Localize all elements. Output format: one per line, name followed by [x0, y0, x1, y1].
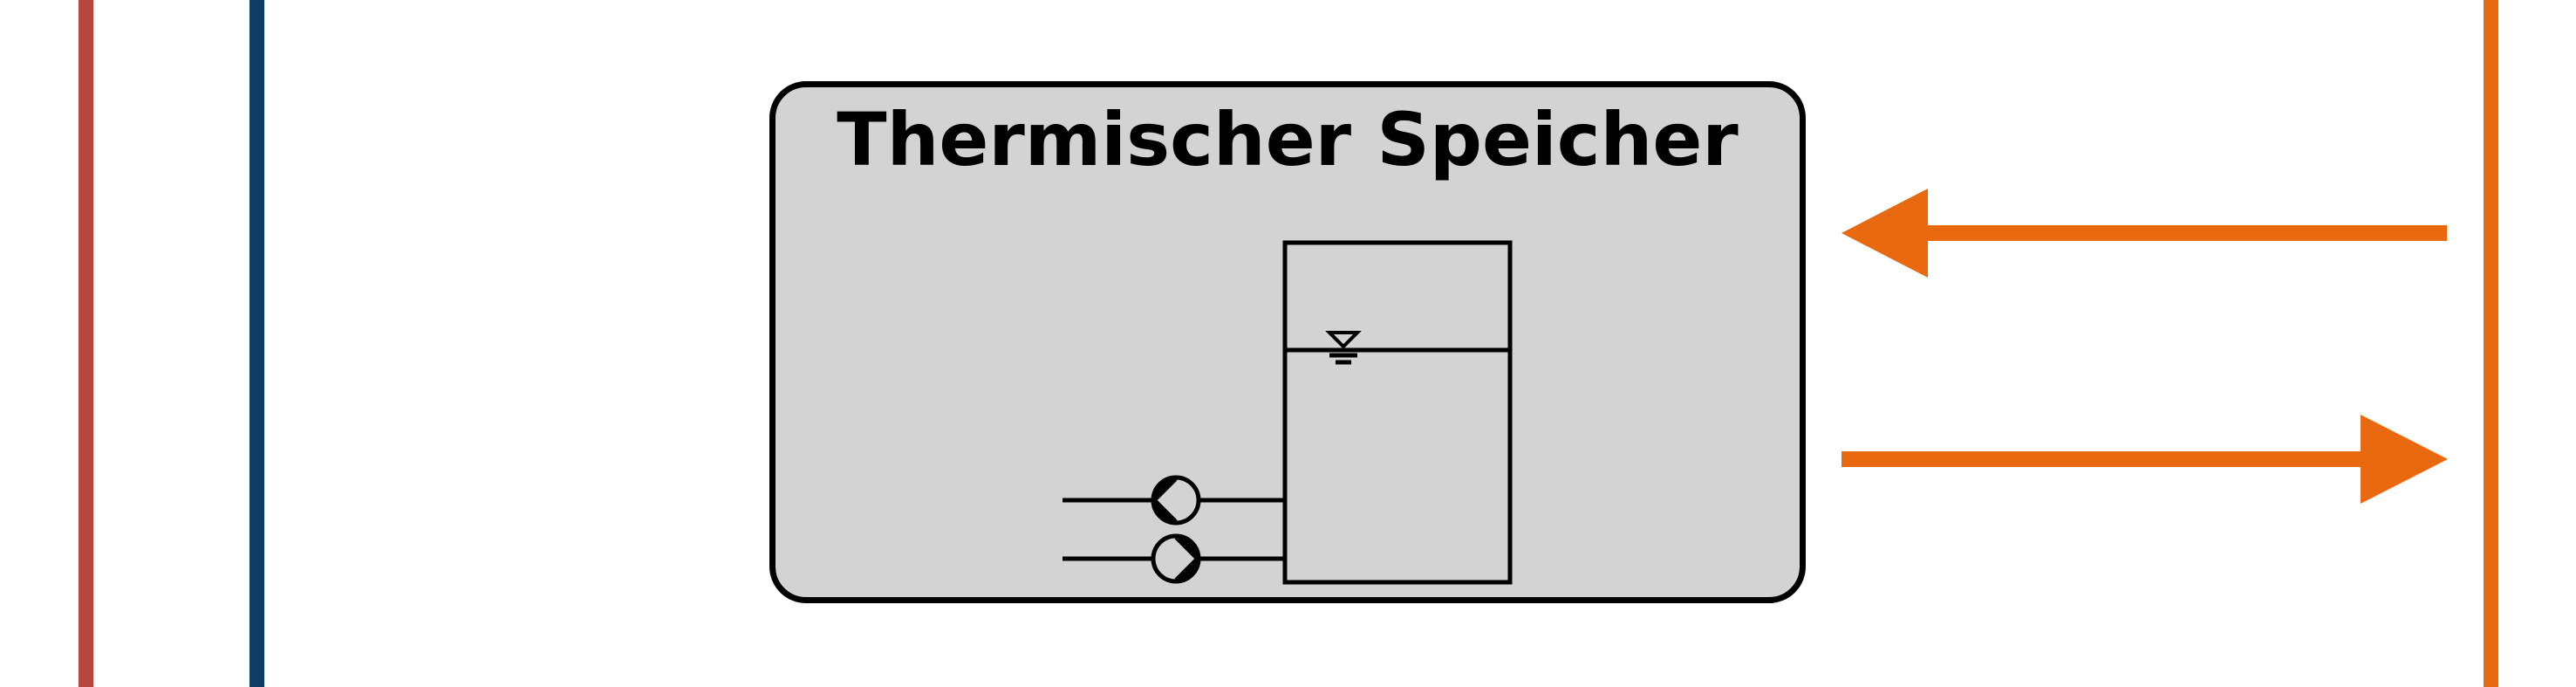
storage-title: Thermischer Speicher: [837, 97, 1739, 182]
arrow-right-icon: [1841, 415, 2448, 504]
heat-line-orange: [2484, 0, 2498, 687]
water-level-icon: [1325, 331, 1362, 365]
pump-upper: [1063, 475, 1285, 526]
storage-tank-icon: [1282, 240, 1513, 585]
supply-line-red: [79, 0, 93, 687]
thermal-storage-block: Thermischer Speicher: [769, 81, 1806, 603]
arrow-left-icon: [1841, 189, 2447, 278]
pump-lower: [1063, 533, 1285, 584]
supply-line-blue: [249, 0, 264, 687]
